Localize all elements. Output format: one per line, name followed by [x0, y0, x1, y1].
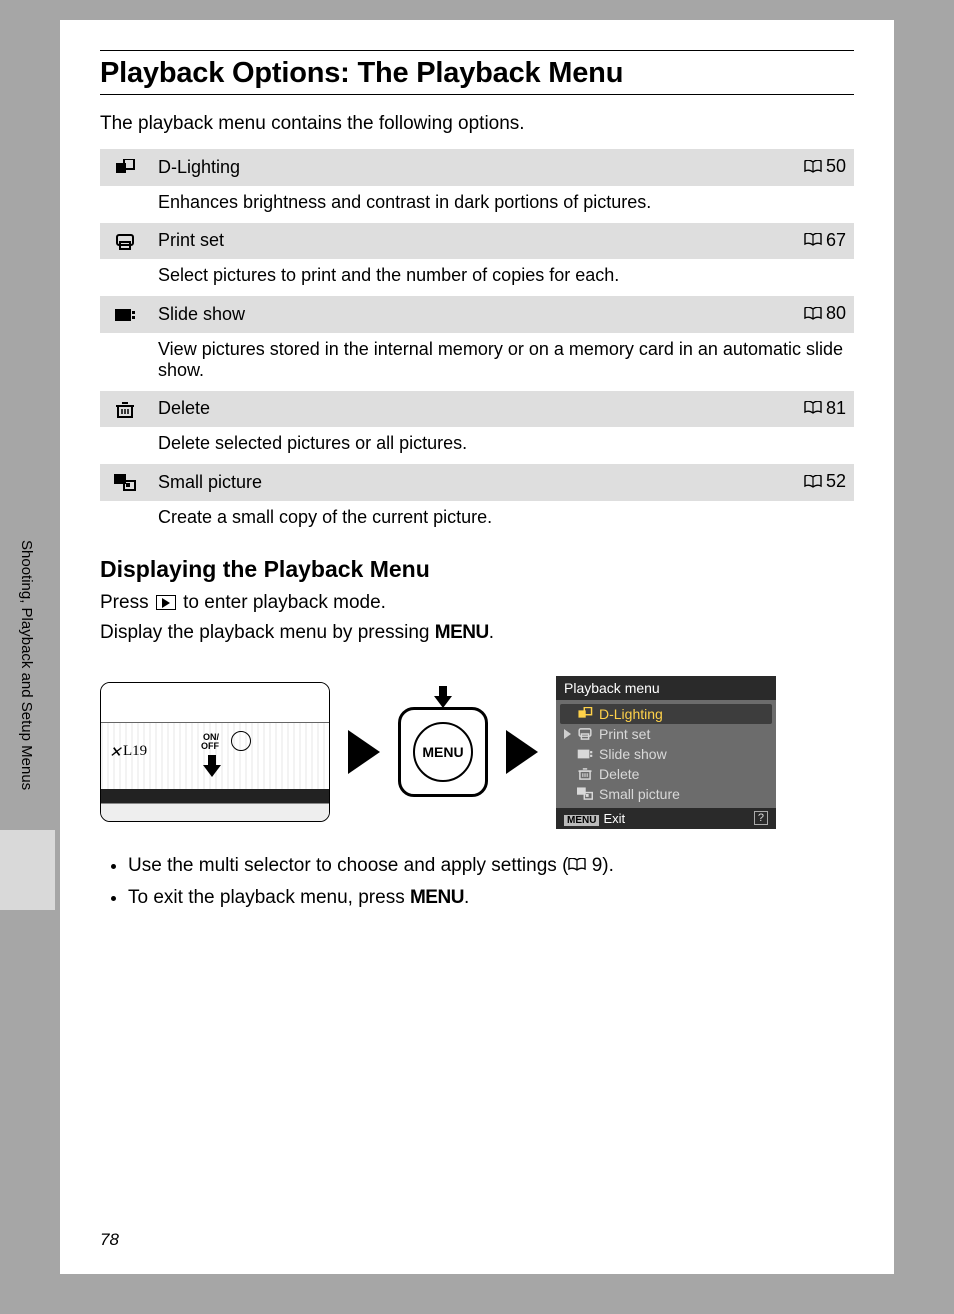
note-2: To exit the playback menu, press MENU. [128, 883, 854, 913]
page-number: 78 [100, 1230, 119, 1250]
page-ref-icon [568, 858, 586, 872]
lcd-item-label: Small picture [599, 786, 680, 802]
menu-button-label: MENU [413, 722, 473, 782]
subheading: Displaying the Playback Menu [100, 556, 854, 583]
instr2-pre: Display the playback menu by pressing [100, 622, 435, 643]
option-page-ref: 81 [774, 391, 854, 428]
page-title: Playback Options: The Playback Menu [100, 57, 854, 95]
option-desc-row: View pictures stored in the internal mem… [100, 333, 854, 391]
playback-button-icon [156, 595, 176, 610]
onoff-button-icon [231, 731, 251, 751]
option-row: Delete 81 [100, 391, 854, 428]
notes-list: Use the multi selector to choose and app… [128, 851, 854, 914]
down-arrow-icon [434, 686, 452, 708]
options-table: D-Lighting 50Enhances brightness and con… [100, 149, 854, 538]
option-page-ref: 67 [774, 223, 854, 260]
printset-icon [114, 233, 136, 251]
delete-icon [114, 401, 136, 419]
option-row: D-Lighting 50 [100, 149, 854, 186]
delete-icon [577, 767, 593, 781]
intro-text: The playback menu contains the following… [100, 113, 854, 135]
lcd-menu-item: Delete [560, 764, 772, 784]
lcd-footer: MENU Exit ? [556, 808, 776, 829]
printset-icon [577, 727, 593, 741]
dlighting-icon [577, 707, 593, 721]
lcd-menu-item: Small picture [560, 784, 772, 804]
arrow-icon [348, 730, 380, 774]
option-label: Print set [150, 223, 774, 260]
dlighting-icon [114, 159, 136, 177]
page-ref-icon [804, 475, 822, 489]
slideshow-icon [577, 747, 593, 761]
arrow-icon [506, 730, 538, 774]
camera-model: L19 [123, 743, 147, 760]
instruction-1: Press to enter playback mode. [100, 589, 854, 618]
instr2-post: . [489, 622, 494, 643]
option-desc-row: Enhances brightness and contrast in dark… [100, 186, 854, 223]
page-ref-icon [804, 307, 822, 321]
instr1-pre: Press [100, 592, 154, 613]
option-desc: Delete selected pictures or all pictures… [150, 427, 854, 464]
lcd-menu-item: D-Lighting [560, 704, 772, 724]
option-page-ref: 52 [774, 464, 854, 501]
option-desc: Create a small copy of the current pictu… [150, 501, 854, 538]
lcd-item-label: Print set [599, 726, 650, 742]
option-row: Slide show 80 [100, 296, 854, 333]
camera-illustration: ✕ L19 ON/OFF [100, 682, 330, 822]
side-section-label: Shooting, Playback and Setup Menus [18, 540, 35, 790]
diagram-row: ✕ L19 ON/OFF MENU Playback menu D-Lighti… [100, 676, 854, 829]
rule-top [100, 50, 854, 51]
menu-word: MENU [435, 622, 489, 643]
menu-button-illustration: MENU [398, 707, 488, 797]
option-page-ref: 50 [774, 149, 854, 186]
lcd-item-label: D-Lighting [599, 706, 663, 722]
lcd-exit-label: Exit [603, 811, 625, 826]
smallpic-icon [577, 787, 593, 801]
lcd-menu-badge: MENU [564, 815, 599, 826]
option-icon-cell [100, 391, 150, 428]
option-desc: Enhances brightness and contrast in dark… [150, 186, 854, 223]
instr1-post: to enter playback mode. [178, 592, 386, 613]
lcd-item-label: Slide show [599, 746, 667, 762]
lcd-screen: Playback menu D-Lighting Print set Slide s… [556, 676, 776, 829]
option-label: Delete [150, 391, 774, 428]
lcd-menu-item: Slide show [560, 744, 772, 764]
lcd-header: Playback menu [556, 676, 776, 700]
manual-page: Playback Options: The Playback Menu The … [60, 20, 894, 1274]
option-row: Print set 67 [100, 223, 854, 260]
slideshow-icon [114, 306, 136, 324]
instruction-2: Display the playback menu by pressing ME… [100, 619, 854, 648]
lcd-body: D-Lighting Print set Slide show Delete Small… [556, 700, 776, 808]
option-desc-row: Delete selected pictures or all pictures… [100, 427, 854, 464]
option-icon-cell [100, 149, 150, 186]
option-desc-row: Create a small copy of the current pictu… [100, 501, 854, 538]
option-icon-cell [100, 223, 150, 260]
onoff-label: ON/OFF [201, 733, 219, 751]
lcd-item-label: Delete [599, 766, 639, 782]
option-label: Slide show [150, 296, 774, 333]
smallpic-icon [114, 474, 136, 492]
lcd-help-icon: ? [754, 811, 768, 825]
option-page-ref: 80 [774, 296, 854, 333]
page-ref-icon [804, 160, 822, 174]
option-desc: Select pictures to print and the number … [150, 259, 854, 296]
page-ref-icon [804, 401, 822, 415]
down-arrow-icon [203, 755, 221, 777]
lcd-menu-item: Print set [560, 724, 772, 744]
option-icon-cell [100, 464, 150, 501]
page-ref-icon [804, 233, 822, 247]
side-tab [0, 830, 55, 910]
option-label: Small picture [150, 464, 774, 501]
option-icon-cell [100, 296, 150, 333]
note-1: Use the multi selector to choose and app… [128, 851, 854, 881]
option-desc: View pictures stored in the internal mem… [150, 333, 854, 391]
option-desc-row: Select pictures to print and the number … [100, 259, 854, 296]
menu-word: MENU [410, 887, 464, 908]
option-label: D-Lighting [150, 149, 774, 186]
option-row: Small picture 52 [100, 464, 854, 501]
